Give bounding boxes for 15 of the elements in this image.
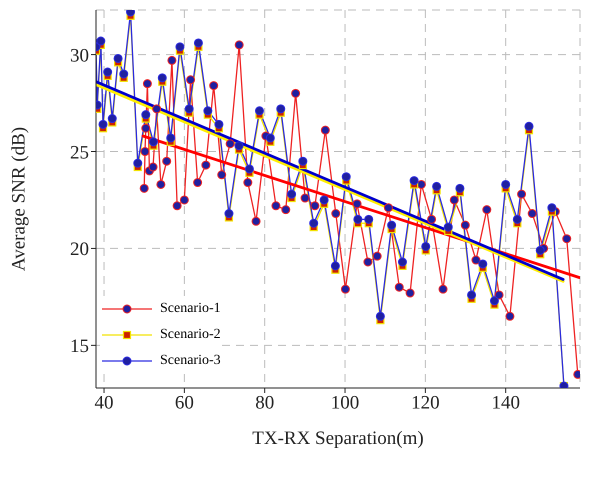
y-tick-label: 20 <box>70 239 89 260</box>
y-tick-label: 15 <box>70 336 89 358</box>
y-tick-label: 25 <box>70 142 89 164</box>
legend-label: Scenario-1 <box>160 301 221 317</box>
x-tick-label: 40 <box>94 392 114 414</box>
y-axis-title: Average SNR (dB) <box>8 126 30 272</box>
x-tick-label: 140 <box>491 392 520 414</box>
x-tick-label: 100 <box>330 392 360 414</box>
x-tick-label: 80 <box>255 392 274 414</box>
y-tick-label: 30 <box>70 45 89 66</box>
legend-label: Scenario-3 <box>160 353 221 369</box>
x-tick-label: 120 <box>411 392 440 414</box>
x-tick-label: 60 <box>174 392 194 414</box>
x-axis-title: TX-RX Separation(m) <box>252 428 424 449</box>
legend-label: Scenario-2 <box>160 327 221 343</box>
